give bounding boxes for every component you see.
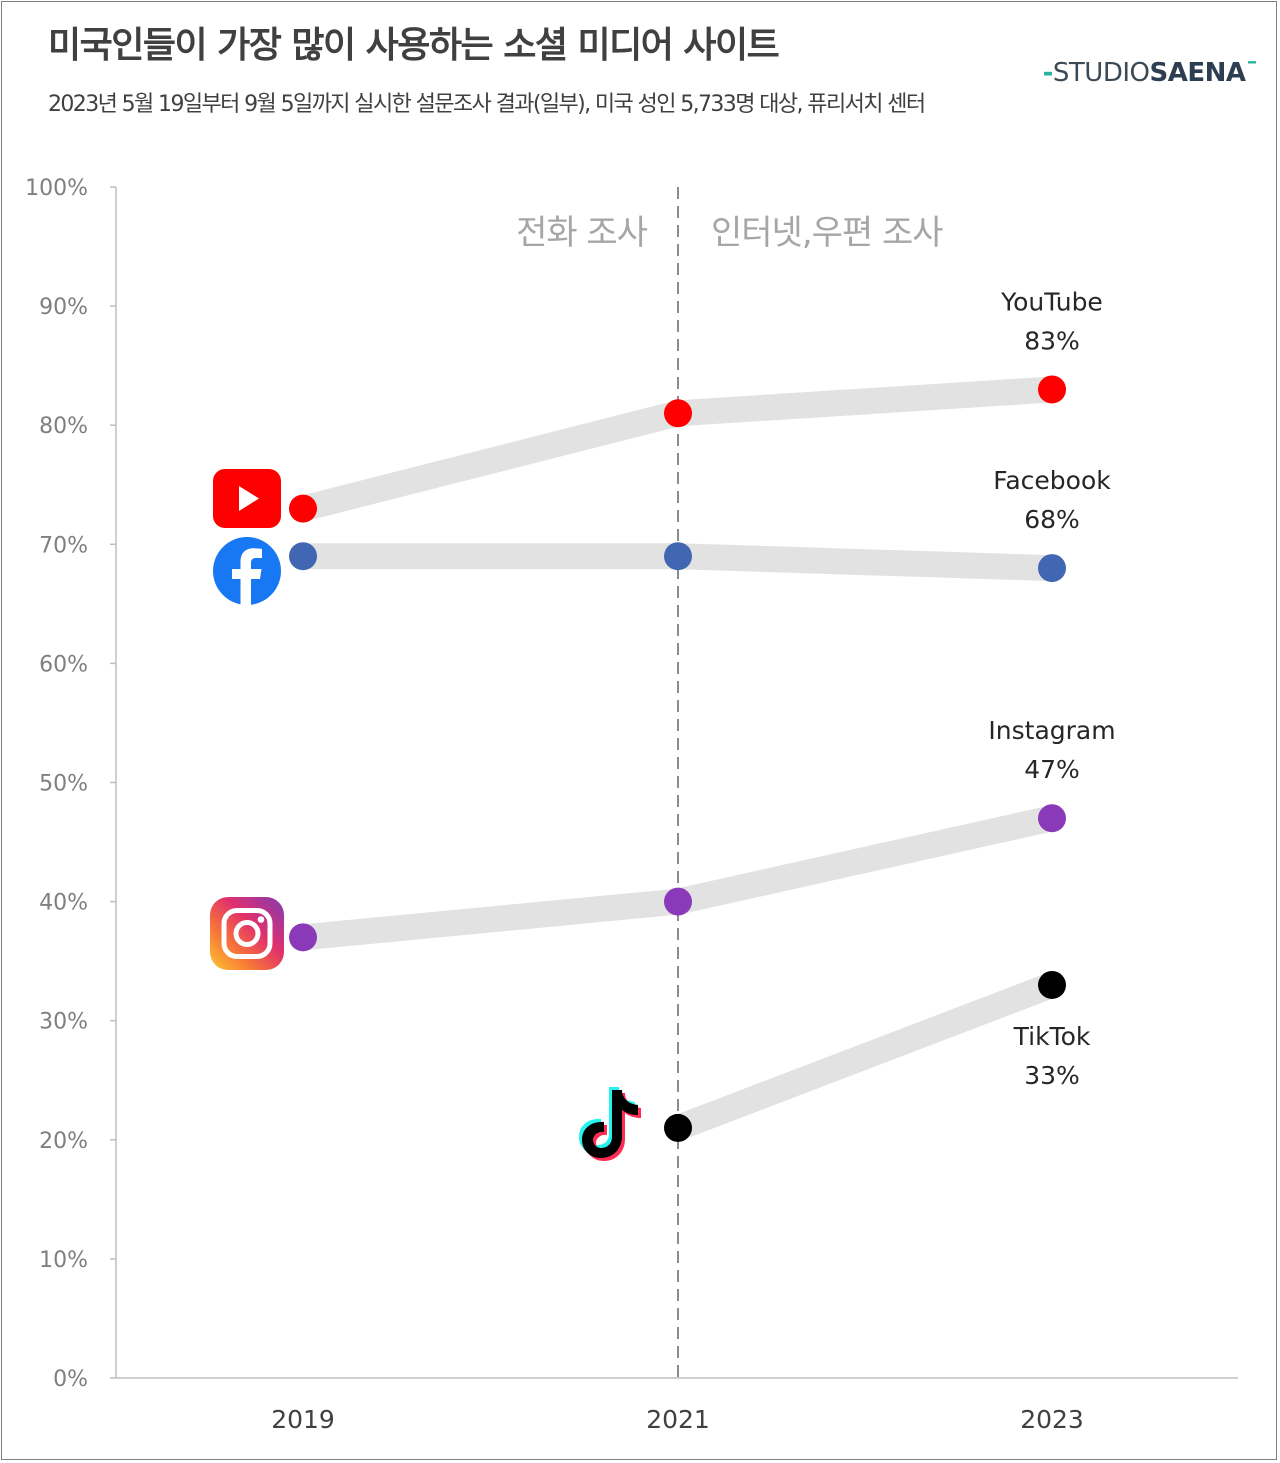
- y-tick-label: 10%: [39, 1248, 88, 1273]
- brand-logo: -STUDIOSAENAˉ: [1042, 58, 1259, 88]
- instagram-icon-lens: [233, 920, 261, 947]
- y-tick-label: 40%: [39, 891, 88, 916]
- y-tick-label: 30%: [39, 1010, 88, 1035]
- annotation-phone-survey: 전화 조사: [516, 213, 648, 253]
- y-tick-label: 20%: [39, 1129, 88, 1154]
- series-value-label: 83%: [1024, 326, 1080, 355]
- data-point-facebook: [1038, 554, 1066, 583]
- tiktok-icon-note: [582, 1090, 638, 1158]
- youtube-icon: [213, 469, 281, 528]
- y-tick-label: 70%: [39, 533, 88, 558]
- instagram-icon-bg: [210, 897, 284, 970]
- data-point-tiktok: [664, 1113, 692, 1142]
- brand-prefix: STUDIO: [1052, 58, 1150, 88]
- chart-title: 미국인들이 가장 많이 사용하는 소셜 미디어 사이트: [48, 25, 780, 66]
- data-point-facebook: [289, 542, 317, 571]
- y-tick-label: 80%: [39, 414, 88, 439]
- y-tick-label: 60%: [39, 652, 88, 677]
- y-tick-label: 100%: [25, 176, 88, 201]
- chart-subtitle: 2023년 5월 19일부터 9월 5일까지 실시한 설문조사 결과(일부), …: [48, 92, 926, 117]
- x-tick-label: 2019: [271, 1405, 335, 1434]
- data-point-youtube: [1038, 375, 1066, 404]
- series-name-label: TikTok: [1013, 1022, 1091, 1051]
- y-tick-label: 50%: [39, 772, 88, 797]
- y-tick-label: 90%: [39, 295, 88, 320]
- data-point-facebook: [664, 542, 692, 571]
- data-point-instagram: [289, 923, 317, 952]
- tiktok-icon: [579, 1087, 641, 1161]
- annotation-web-mail-survey: 인터넷,우편 조사: [711, 213, 943, 253]
- data-point-youtube: [664, 399, 692, 428]
- brand-name: SAENA: [1149, 58, 1247, 88]
- instagram-icon-dot: [257, 916, 265, 923]
- series-name-label: Facebook: [993, 466, 1111, 495]
- series-name-label: YouTube: [1000, 287, 1103, 316]
- series-value-label: 47%: [1024, 755, 1080, 784]
- youtube-icon-play: [239, 486, 259, 511]
- facebook-icon-f: [232, 548, 262, 605]
- data-point-youtube: [289, 494, 317, 523]
- x-tick-label: 2021: [646, 1405, 710, 1434]
- y-tick-label: 0%: [53, 1367, 88, 1392]
- series-value-label: 33%: [1024, 1061, 1080, 1090]
- data-point-instagram: [1038, 804, 1066, 833]
- x-tick-label: 2023: [1020, 1405, 1084, 1434]
- series-value-label: 68%: [1024, 505, 1080, 534]
- data-point-instagram: [664, 887, 692, 916]
- instagram-icon: [210, 897, 284, 970]
- series-band-tiktok: [673, 972, 1057, 1141]
- facebook-icon: [213, 537, 281, 605]
- data-point-tiktok: [1038, 970, 1066, 999]
- instagram-icon-frame: [221, 908, 273, 959]
- series-name-label: Instagram: [988, 716, 1115, 745]
